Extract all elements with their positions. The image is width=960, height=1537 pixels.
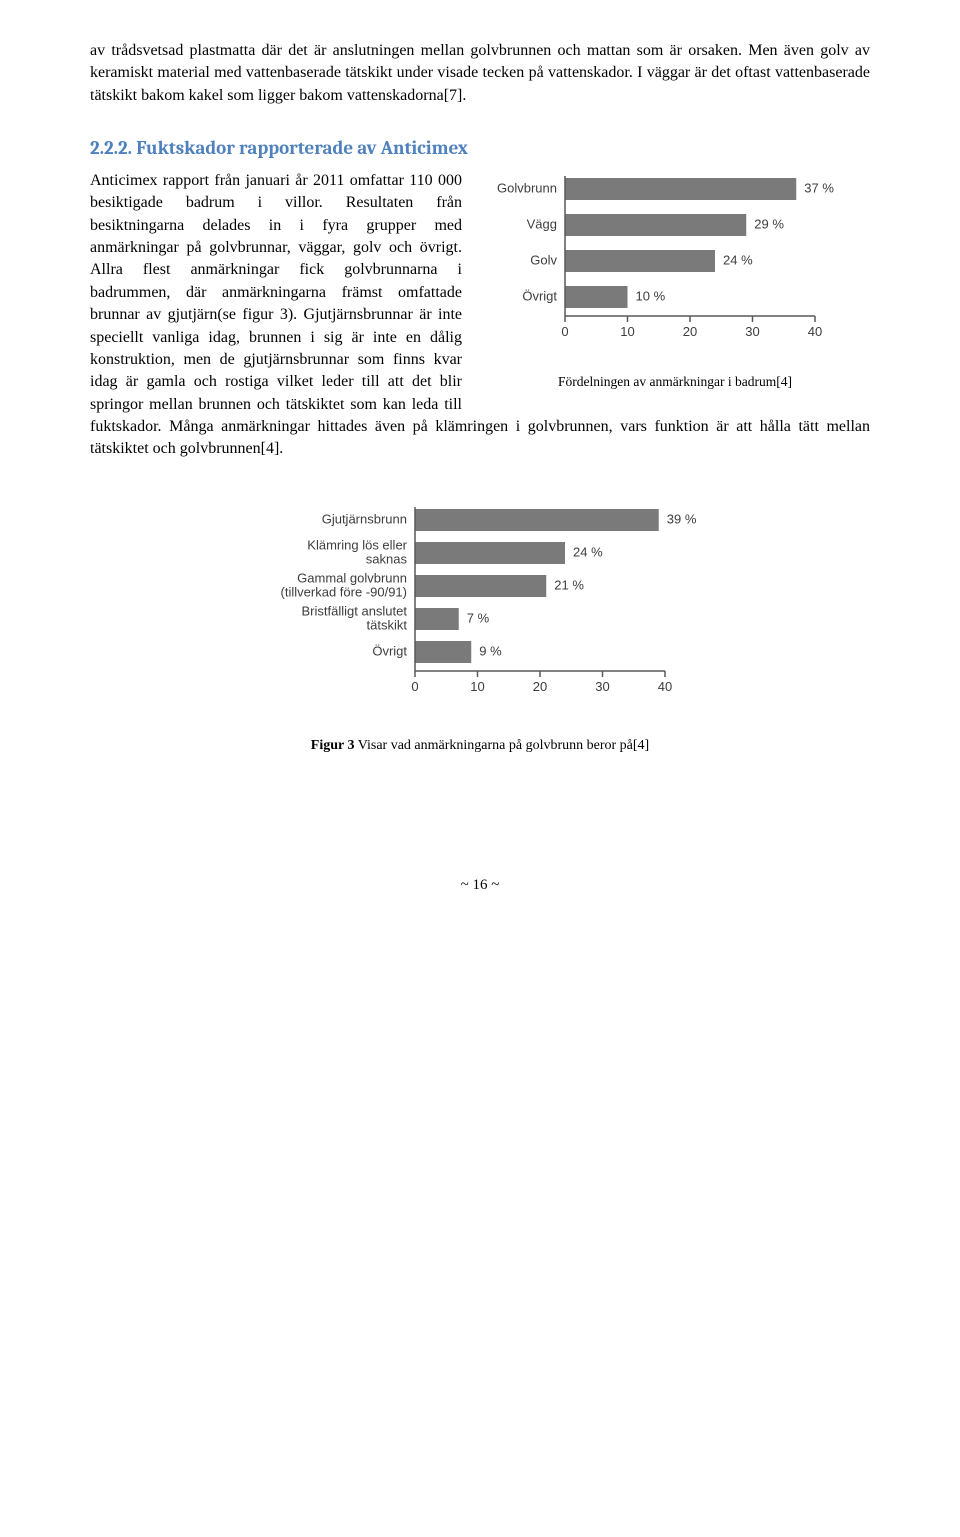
svg-text:37 %: 37 % <box>804 180 834 195</box>
chart1-caption: Fördelningen av anmärkningar i badrum[4] <box>480 373 870 392</box>
svg-text:30: 30 <box>595 679 609 694</box>
svg-text:10 %: 10 % <box>636 288 666 303</box>
svg-text:Vägg: Vägg <box>527 216 557 231</box>
chart2-container: Gjutjärnsbrunn39 %Klämring lös ellersakn… <box>90 501 870 756</box>
section-body: Golvbrunn 37 % Vägg 29 % Golv 24 % Övrigt 10 % 0… <box>90 170 870 461</box>
svg-text:9 %: 9 % <box>479 643 502 658</box>
chart2-svg: Gjutjärnsbrunn39 %Klämring lös ellersakn… <box>250 501 710 726</box>
chart2-caption-rest: Visar vad anmärkningarna på golvbrunn be… <box>354 738 649 753</box>
svg-text:10: 10 <box>620 324 634 339</box>
svg-text:29 %: 29 % <box>754 216 784 231</box>
svg-text:20: 20 <box>533 679 547 694</box>
chart2-caption-bold: Figur 3 <box>311 738 355 753</box>
section-heading: 2.2.2. Fuktskador rapporterade av Antici… <box>90 135 870 162</box>
svg-text:20: 20 <box>683 324 697 339</box>
svg-text:24 %: 24 % <box>573 544 603 559</box>
svg-text:21 %: 21 % <box>554 577 584 592</box>
svg-text:40: 40 <box>658 679 672 694</box>
chart1-svg: Golvbrunn 37 % Vägg 29 % Golv 24 % Övrigt 10 % 0… <box>480 170 860 360</box>
svg-text:Övrigt: Övrigt <box>522 288 557 303</box>
svg-text:0: 0 <box>411 679 418 694</box>
svg-text:Övrigt: Övrigt <box>372 643 407 658</box>
svg-text:Golv: Golv <box>530 252 557 267</box>
svg-text:10: 10 <box>470 679 484 694</box>
svg-text:24 %: 24 % <box>723 252 753 267</box>
chart2-caption: Figur 3 Visar vad anmärkningarna på golv… <box>311 736 649 756</box>
svg-text:7 %: 7 % <box>467 610 490 625</box>
chart1-container: Golvbrunn 37 % Vägg 29 % Golv 24 % Övrigt 10 % 0… <box>480 170 870 392</box>
svg-text:Gjutjärnsbrunn: Gjutjärnsbrunn <box>322 511 407 526</box>
svg-text:(tillverkad före -90/91): (tillverkad före -90/91) <box>281 584 407 599</box>
page-number: ~ 16 ~ <box>90 875 870 896</box>
svg-text:30: 30 <box>745 324 759 339</box>
svg-text:tätskikt: tätskikt <box>367 617 408 632</box>
svg-text:40: 40 <box>808 324 822 339</box>
intro-paragraph: av trådsvetsad plastmatta där det är ans… <box>90 40 870 107</box>
svg-text:39 %: 39 % <box>667 511 697 526</box>
svg-text:saknas: saknas <box>366 551 408 566</box>
svg-text:0: 0 <box>561 324 568 339</box>
svg-text:Golvbrunn: Golvbrunn <box>497 180 557 195</box>
